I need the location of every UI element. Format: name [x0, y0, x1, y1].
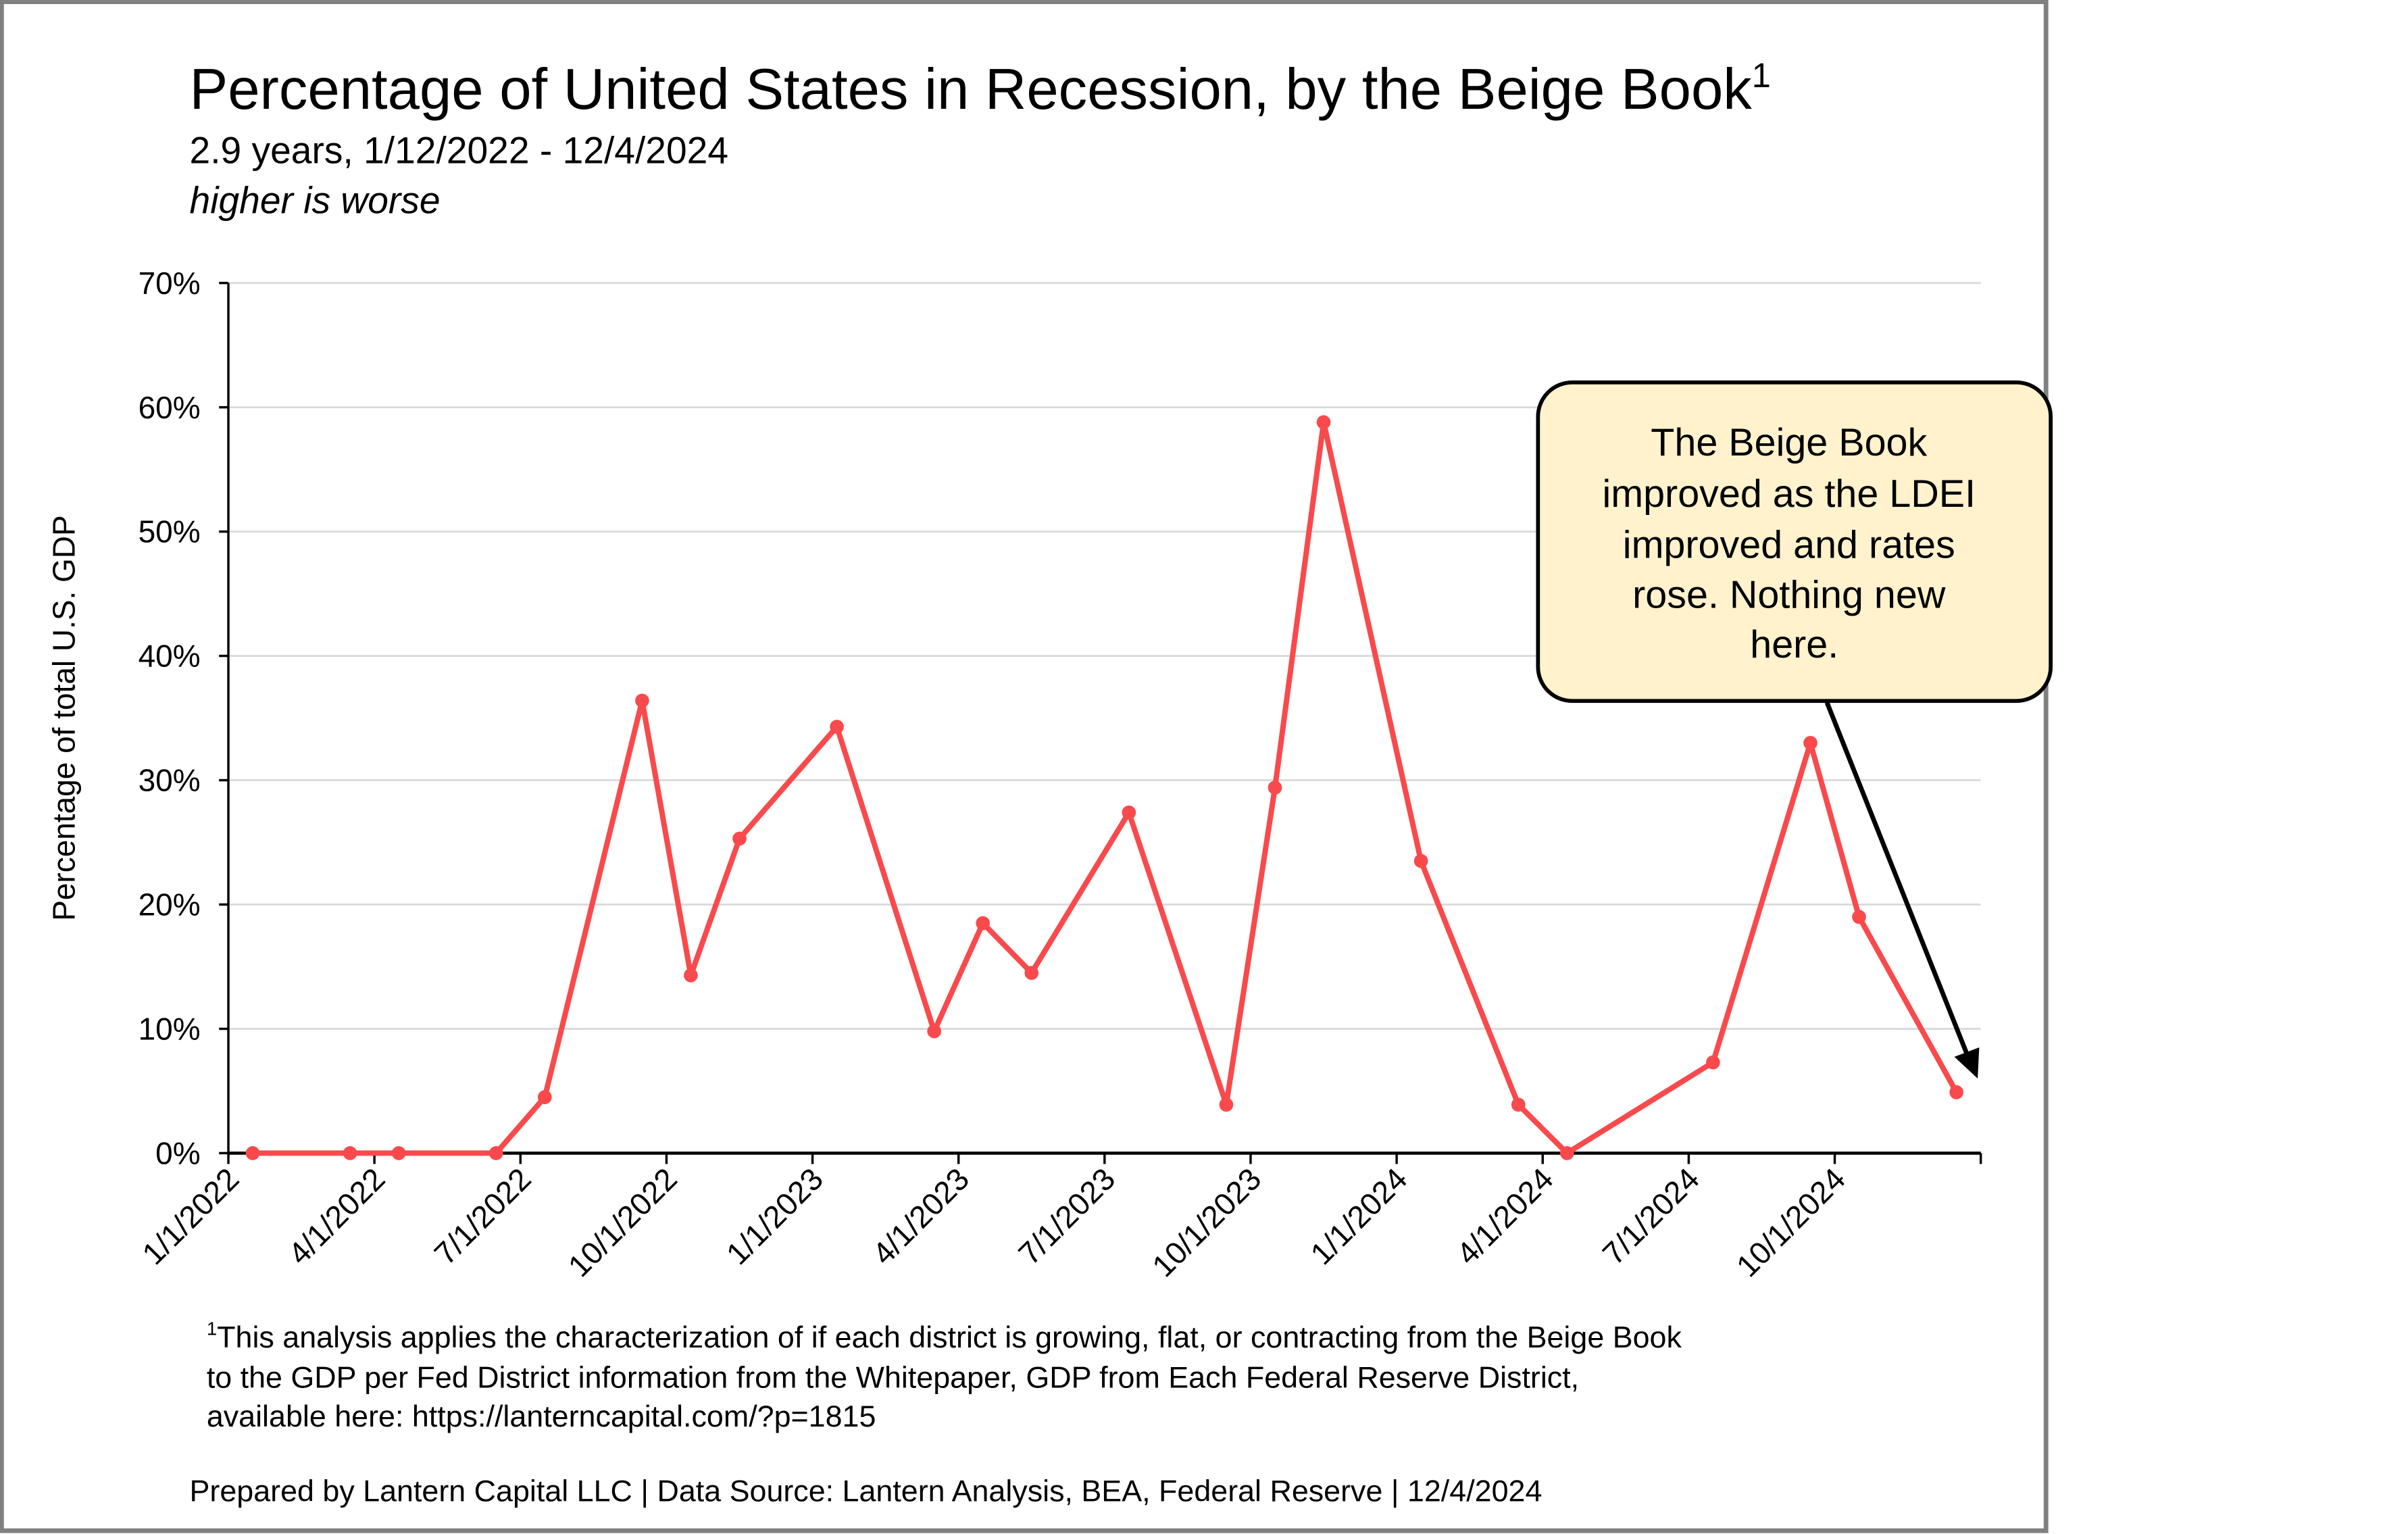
data-point — [732, 831, 747, 846]
gridlines — [228, 282, 1981, 1030]
data-point — [1803, 736, 1817, 750]
data-point — [1852, 910, 1866, 924]
callout-box — [1536, 380, 2053, 703]
data-point — [1511, 1097, 1526, 1112]
data-point — [635, 693, 649, 708]
chart-subtitle-note: higher is worse — [190, 179, 441, 221]
data-point — [537, 1090, 552, 1104]
data-point — [1268, 781, 1282, 795]
footnote: 1This analysis applies the characterizat… — [207, 1318, 1682, 1433]
data-point — [976, 916, 990, 931]
data-point — [684, 968, 698, 983]
data-point — [1316, 415, 1331, 430]
y-tick-label: 50% — [139, 514, 201, 549]
data-point — [1949, 1085, 1964, 1099]
data-point — [1219, 1097, 1234, 1112]
chart-subtitle: 2.9 years, 1/12/2022 - 12/4/2024 — [190, 130, 729, 172]
data-point — [343, 1146, 357, 1160]
y-tick-label: 40% — [139, 639, 201, 674]
series-recession — [245, 415, 1964, 1160]
y-axis-label: Percentage of total U.S. GDP — [46, 515, 81, 920]
source-line: Prepared by Lantern Capital LLC | Data S… — [190, 1473, 1542, 1508]
arrowhead-icon — [1954, 1047, 1980, 1079]
y-tick-label: 0% — [155, 1135, 200, 1170]
y-tick-label: 10% — [139, 1012, 201, 1047]
data-point — [488, 1146, 503, 1160]
callout-text: The Beige Book improved as the LDEI impr… — [1602, 421, 1986, 666]
data-point — [1559, 1146, 1574, 1160]
y-tick-label: 30% — [139, 763, 201, 798]
chart-title: Percentage of United States in Recession… — [190, 56, 1771, 122]
y-axis-ticks: 0% 10% 20% 30% 40% 50% 60% 70% — [139, 266, 229, 1170]
svg-text:to the GDP per Fed District in: to the GDP per Fed District information … — [207, 1360, 1579, 1395]
y-tick-label: 20% — [139, 887, 201, 922]
data-point — [1024, 966, 1039, 981]
callout-arrow — [1824, 701, 1970, 1055]
data-point — [830, 720, 844, 734]
data-point — [927, 1024, 942, 1039]
chart-frame — [0, 0, 2049, 1533]
data-point — [1413, 853, 1428, 868]
data-point — [245, 1146, 260, 1160]
svg-text:1This analysis applies the cha: 1This analysis applies the characterizat… — [207, 1318, 1682, 1354]
callout: The Beige Book improved as the LDEI impr… — [1536, 380, 2053, 1079]
svg-text:available here: https://lanter: available here: https://lanterncapital.c… — [207, 1399, 876, 1433]
data-point — [391, 1146, 406, 1160]
data-point — [1706, 1055, 1720, 1070]
title-superscript: 1 — [1752, 56, 1771, 95]
y-tick-label: 60% — [139, 390, 201, 425]
y-tick-label: 70% — [139, 266, 201, 301]
data-point — [1122, 806, 1136, 820]
